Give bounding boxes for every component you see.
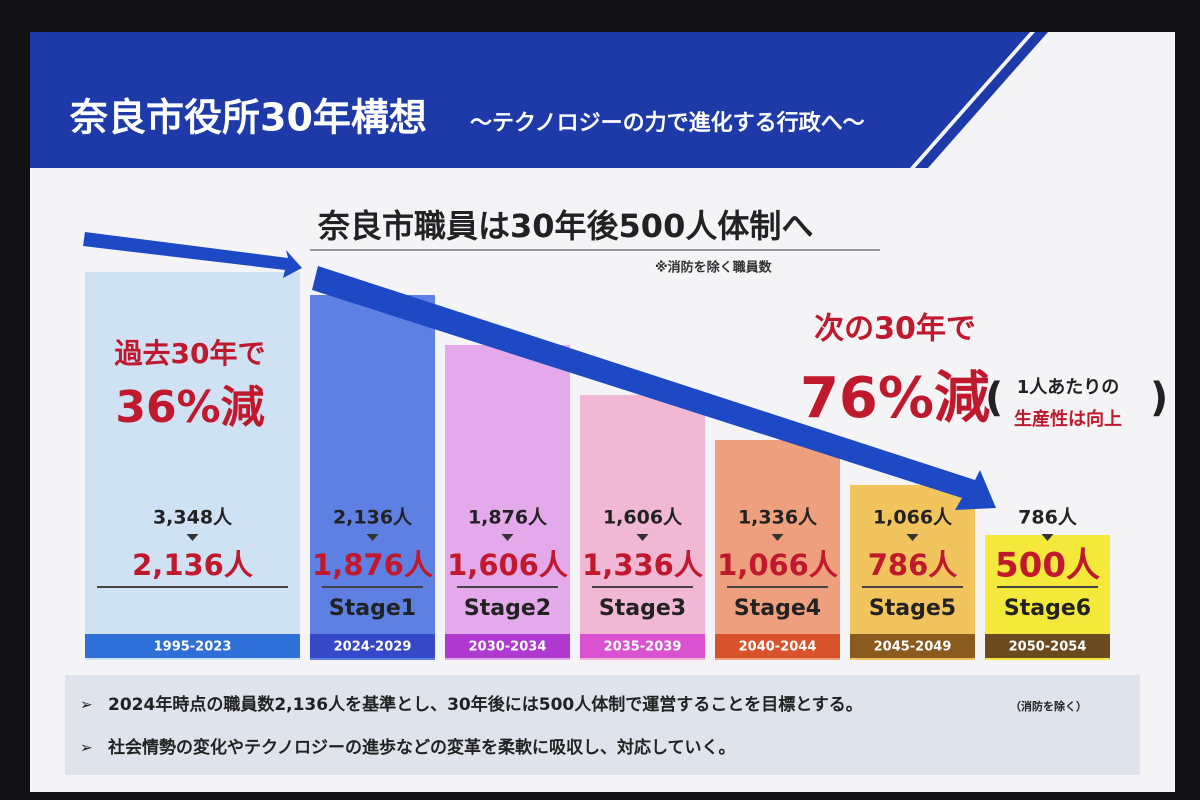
stage: Stage2 — [464, 596, 551, 621]
from-count: 2,136人 — [333, 507, 413, 529]
arrow-large — [312, 266, 996, 510]
to-count: 1,606人 — [447, 548, 568, 582]
from-count: 786人 — [1018, 507, 1078, 529]
from-count: 1,876人 — [468, 507, 548, 529]
past-label: 過去30年で — [115, 337, 266, 370]
future-aside-1: 1人あたりの — [1017, 377, 1120, 398]
to-count: 1,876人 — [312, 548, 433, 582]
from-count: 1,606人 — [603, 507, 683, 529]
future-change: 76%減 — [800, 366, 990, 431]
period-bar — [715, 634, 840, 658]
bullet-2: 社会情勢の変化やテクノロジーの進歩などの変革を柔軟に吸収し、対応していく。 — [107, 737, 735, 758]
period-bar — [310, 634, 435, 658]
down-marker — [366, 534, 379, 541]
period: 1995-2023 — [154, 640, 232, 655]
from-count: 1,066人 — [873, 507, 953, 529]
headline-note: ※消防を除く職員数 — [655, 260, 773, 276]
to-count: 786人 — [868, 548, 958, 582]
period: 2040-2044 — [739, 640, 817, 655]
bullet-marker: ➢ — [80, 739, 93, 757]
period-bar — [580, 634, 705, 658]
future-aside-2: 生産性は向上 — [1014, 408, 1122, 430]
stage: Stage1 — [329, 596, 416, 621]
column — [85, 272, 300, 660]
down-marker — [501, 534, 514, 541]
bullet-1: 2024年時点の職員数2,136人を基準とし、30年後には500人体制で運営する… — [108, 694, 863, 715]
arrow-small — [83, 232, 302, 278]
stage: Stage3 — [599, 596, 686, 621]
period-bar — [850, 634, 975, 658]
subtitle: ～テクノロジーの力で進化する行政へ～ — [470, 110, 865, 136]
down-marker — [906, 534, 919, 541]
column — [310, 295, 435, 660]
bullet-marker: ➢ — [80, 696, 93, 714]
from-count: 3,348人 — [153, 507, 233, 529]
from-count: 1,336人 — [738, 507, 818, 529]
header-stripe — [915, 32, 1048, 168]
to-count: 1,066人 — [717, 548, 838, 582]
paren-open: ( — [985, 375, 1003, 421]
bullet-box — [65, 675, 1140, 775]
to-count: 1,336人 — [582, 548, 703, 582]
period: 2045-2049 — [874, 640, 952, 655]
period: 2030-2034 — [469, 640, 547, 655]
period: 2050-2054 — [1009, 640, 1087, 655]
column — [445, 345, 570, 660]
stage: Stage5 — [869, 596, 956, 621]
headline: 奈良市職員は30年後500人体制へ — [317, 207, 813, 245]
paren-close: ) — [1150, 375, 1168, 421]
period-bar — [85, 634, 300, 658]
future-label: 次の30年で — [814, 312, 976, 347]
title: 奈良市役所30年構想 — [69, 96, 427, 140]
to-count: 2,136人 — [132, 548, 253, 582]
columns: 3,348人 2,136人 1995-2023 2,136人 1,876人 Stage1 2… — [85, 272, 1110, 660]
down-marker — [186, 534, 199, 541]
period: 2024-2029 — [334, 640, 412, 655]
column — [715, 440, 840, 660]
column — [850, 485, 975, 660]
bullet-1-note: （消防を除く） — [1010, 699, 1087, 713]
down-marker — [1041, 534, 1054, 541]
period-bar — [985, 634, 1110, 658]
stage: Stage4 — [734, 596, 821, 621]
period-bar — [445, 634, 570, 658]
period: 2035-2039 — [604, 640, 682, 655]
to-count: 500人 — [995, 546, 1100, 586]
down-marker — [636, 534, 649, 541]
header-band — [30, 32, 1030, 168]
stage: Stage6 — [1004, 596, 1091, 621]
down-marker — [771, 534, 784, 541]
past-change: 36%減 — [115, 382, 264, 433]
column — [580, 395, 705, 660]
